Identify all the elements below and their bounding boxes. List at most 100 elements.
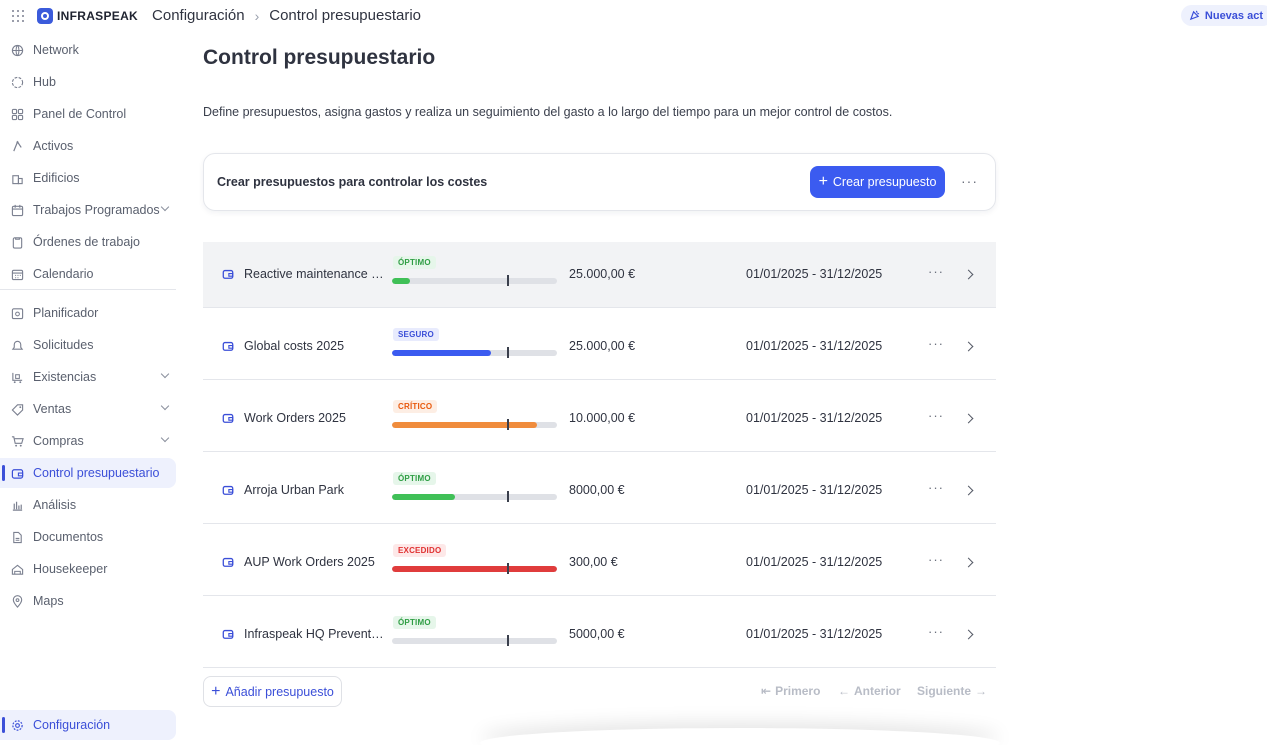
sidebar-item-planificador[interactable]: Planificador [0,298,176,328]
pagination-next[interactable]: Siguiente → [917,684,987,698]
stock-icon [10,370,24,384]
sidebar-item-label: Calendario [33,267,94,281]
table-row[interactable]: Reactive maintenance S... ÓPTIMO 25.000,… [203,242,996,308]
add-budget-button[interactable]: + Añadir presupuesto [203,676,342,707]
hub-icon [10,75,24,89]
more-options-icon[interactable]: ··· [928,336,944,351]
table-row[interactable]: Arroja Urban Park ÓPTIMO 8000,00 € 01/01… [203,458,996,524]
budget-progress-fill [392,350,491,356]
budget-progress-bar [392,422,557,428]
budget-progress-bar [392,566,557,572]
budget-amount: 25.000,00 € [569,339,636,353]
table-row[interactable]: Work Orders 2025 CRÍTICO 10.000,00 € 01/… [203,386,996,452]
sidebar-item-ventas[interactable]: Ventas [0,394,176,424]
sidebar-item-existencias[interactable]: Existencias [0,362,176,392]
sidebar-item-compras[interactable]: Compras [0,426,176,456]
brand-logo[interactable]: INFRASPEAK [37,7,139,24]
create-budget-button[interactable]: + Crear presupuesto [810,166,945,198]
budget-amount: 25.000,00 € [569,267,636,281]
budget-name: AUP Work Orders 2025 [244,555,375,569]
sidebar-item-label: Solicitudes [33,338,94,352]
bell-icon [10,338,24,352]
more-options-icon[interactable]: ··· [961,173,978,189]
sidebar-item-label: Compras [33,434,84,448]
bar-chart-icon [10,498,24,512]
sidebar-item-analisis[interactable]: Análisis [0,490,176,520]
budget-progress-bar [392,638,557,644]
chevron-right-icon[interactable] [963,341,974,352]
more-options-icon[interactable]: ··· [928,264,944,279]
budget-name: Reactive maintenance S... [244,267,384,281]
sidebar-item-solicitudes[interactable]: Solicitudes [0,330,176,360]
sidebar-item-configuracion[interactable]: Configuración [0,710,176,740]
budget-period: 01/01/2025 - 31/12/2025 [746,555,883,569]
sidebar-item-edificios[interactable]: Edificios [0,163,176,193]
more-options-icon[interactable]: ··· [928,552,944,567]
status-badge: SEGURO [393,328,439,341]
chevron-down-icon [160,369,170,379]
sidebar-item-trabajos-programados[interactable]: Trabajos Programados [0,195,176,225]
infraspeak-logo-icon [37,7,53,24]
budget-limit-marker [507,275,509,286]
more-options-icon[interactable]: ··· [928,480,944,495]
more-options-icon[interactable]: ··· [928,408,944,423]
arrow-left-icon: ← [838,684,850,698]
sidebar-item-label: Configuración [33,718,111,732]
sidebar-item-hub[interactable]: Hub [0,67,176,97]
breadcrumb-current: Control presupuestario [269,7,422,24]
table-row[interactable]: AUP Work Orders 2025 EXCEDIDO 300,00 € 0… [203,530,996,596]
chevron-right-icon[interactable] [963,629,974,640]
wallet-icon [222,413,234,423]
brand-name: INFRASPEAK [57,8,139,23]
status-badge: CRÍTICO [393,400,438,413]
pagination-prev-label: Anterior [854,684,901,698]
budget-limit-marker [507,347,509,358]
sidebar-divider [0,289,176,290]
news-label: Nuevas act [1204,9,1263,22]
sidebar-item-activos[interactable]: Activos [0,131,176,161]
budget-name: Global costs 2025 [244,339,345,353]
more-options-icon[interactable]: ··· [928,624,944,639]
sidebar-item-label: Activos [33,139,74,153]
sidebar-item-network[interactable]: Network [0,35,176,65]
breadcrumb-configuracion[interactable]: Configuración [152,7,245,24]
sidebar-item-label: Análisis [33,498,77,512]
plus-icon: + [818,173,828,190]
calendar-icon [10,267,24,281]
planner-icon [10,306,24,320]
create-budget-label: Crear presupuesto [832,175,937,189]
budget-progress-bar [392,278,557,284]
pagination-prev[interactable]: ← Anterior [838,684,901,698]
sidebar-item-label: Documentos [33,530,104,544]
budget-name: Arroja Urban Park [244,483,345,497]
chevron-right-icon[interactable] [963,269,974,280]
globe-icon [10,43,24,57]
sidebar-item-ordenes-de-trabajo[interactable]: Órdenes de trabajo [0,227,176,257]
party-icon [1189,10,1200,21]
pagination-first[interactable]: ⇤ Primero [761,684,820,698]
chevron-right-icon[interactable] [963,557,974,568]
budget-limit-marker [507,491,509,502]
sidebar-item-documentos[interactable]: Documentos [0,522,176,552]
sidebar-item-control-presupuestario[interactable]: Control presupuestario [0,458,176,488]
chevron-right-icon[interactable] [963,485,974,496]
page-description: Define presupuestos, asigna gastos y rea… [203,105,893,119]
chevron-right-icon: › [254,7,260,24]
cart-icon [10,434,24,448]
chevron-right-icon[interactable] [963,413,974,424]
sidebar-item-calendario[interactable]: Calendario [0,259,176,289]
table-row[interactable]: Infraspeak HQ Preventive ÓPTIMO 5000,00 … [203,602,996,668]
sidebar-item-maps[interactable]: Maps [0,586,176,616]
page-title: Control presupuestario [203,46,436,69]
sidebar-item-label: Maps [33,594,64,608]
tag-icon [10,402,24,416]
sidebar-item-housekeeper[interactable]: Housekeeper [0,554,176,584]
clipboard-icon [10,235,24,249]
budget-progress-bar [392,494,557,500]
news-button[interactable]: Nuevas act [1180,5,1267,26]
table-row[interactable]: Global costs 2025 SEGURO 25.000,00 € 01/… [203,314,996,380]
sidebar-item-panel-de-control[interactable]: Panel de Control [0,99,176,129]
sidebar-item-label: Housekeeper [33,562,108,576]
app-grid-icon[interactable] [11,9,25,23]
pagination-first-label: Primero [775,684,821,698]
